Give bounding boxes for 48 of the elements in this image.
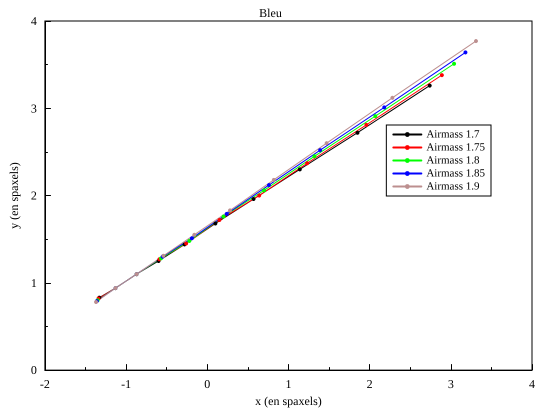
- legend-label: Airmass 1.75: [426, 142, 486, 154]
- point: [364, 122, 368, 127]
- point: [257, 194, 262, 198]
- legend-label: Airmass 1.7: [426, 128, 480, 140]
- point: [217, 218, 222, 222]
- point: [213, 221, 218, 226]
- point: [228, 208, 232, 212]
- point: [298, 167, 302, 172]
- legend-label: Airmass 1.85: [426, 168, 486, 180]
- point: [190, 236, 194, 240]
- x-tick-label: 3: [448, 377, 454, 392]
- point: [272, 178, 276, 182]
- y-tick-label: 3: [30, 101, 37, 116]
- x-tick-label: 0: [204, 377, 210, 392]
- point: [373, 114, 378, 118]
- point: [463, 50, 468, 54]
- y-tick-label: 1: [30, 276, 37, 290]
- y-axis-title: y (en spaxels): [7, 162, 21, 229]
- point: [262, 188, 266, 192]
- x-tick-label: -2: [40, 377, 50, 392]
- x-tick-label: -1: [121, 377, 132, 392]
- x-tick-label: 2: [366, 377, 373, 392]
- point: [312, 154, 316, 158]
- legend-label: Airmass 1.8: [426, 154, 480, 166]
- point: [440, 73, 444, 78]
- point: [324, 141, 329, 146]
- y-tick-label: 2: [30, 188, 37, 203]
- point: [382, 105, 386, 110]
- legend-label: Airmass 1.9: [426, 180, 480, 192]
- point: [305, 161, 310, 166]
- point: [252, 197, 256, 202]
- point: [192, 232, 196, 237]
- y-tick-label: 4: [30, 14, 37, 28]
- point: [428, 84, 432, 88]
- point: [474, 39, 478, 44]
- point: [266, 183, 271, 188]
- x-axis-title: x (en spaxels): [255, 394, 322, 408]
- x-tick-label: 1: [285, 377, 292, 392]
- point: [452, 62, 456, 66]
- point: [222, 214, 226, 218]
- chart-title: Bleu: [259, 6, 282, 20]
- x-tick-label: 4: [529, 377, 535, 392]
- point: [390, 96, 394, 100]
- point: [355, 130, 360, 135]
- point: [187, 238, 192, 243]
- point: [224, 212, 229, 216]
- y-tick-label: 0: [30, 363, 37, 378]
- point: [318, 148, 322, 152]
